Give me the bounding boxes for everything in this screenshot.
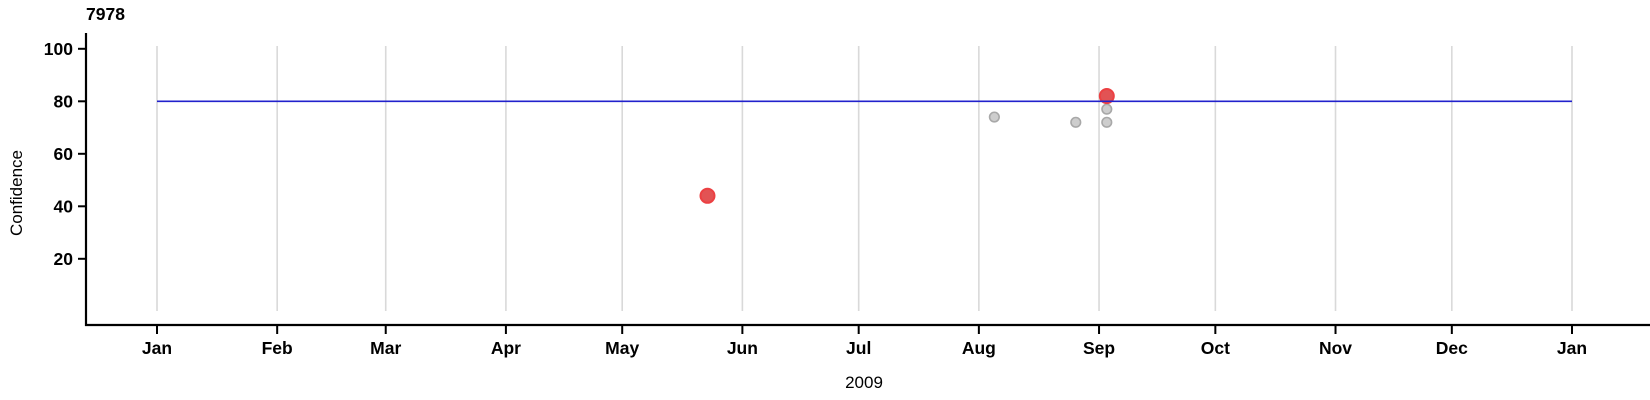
gridline-layer <box>156 46 1573 311</box>
x-tick-label: Nov <box>1319 338 1352 358</box>
x-tick-label: Jan <box>1557 338 1587 358</box>
data-point-highlighted <box>699 187 716 204</box>
data-point-baseline <box>1070 116 1082 128</box>
x-tick-label: Apr <box>491 338 521 358</box>
panel-title: 7978 <box>86 4 125 24</box>
x-axis-title: 2009 <box>845 373 883 392</box>
x-tick-label: Oct <box>1201 338 1230 358</box>
axis-layer: Jan Feb Mar Apr May Jun Jul Aug Sep Oct Nov Dec Jan 2… <box>44 33 1650 358</box>
data-point-baseline <box>1101 116 1113 128</box>
x-tick-label: Dec <box>1436 338 1468 358</box>
x-tick-label: Mar <box>370 338 401 358</box>
y-axis-title: Confidence <box>7 150 26 236</box>
x-tick-label: Jun <box>727 338 758 358</box>
y-tick-label: 40 <box>54 196 74 216</box>
y-tick-label: 60 <box>54 144 74 164</box>
x-tick-label: Jul <box>846 338 871 358</box>
y-tick-label: 100 <box>44 39 73 59</box>
data-point-highlighted <box>1098 88 1115 105</box>
y-tick-label: 20 <box>54 249 74 269</box>
y-tick-label: 80 <box>54 91 74 111</box>
x-tick-label: May <box>605 338 639 358</box>
data-point-baseline <box>988 111 1000 123</box>
data-point-layer <box>699 88 1115 204</box>
x-tick-label: Feb <box>262 338 293 358</box>
data-point-baseline <box>1101 103 1113 115</box>
x-tick-label: Jan <box>142 338 172 358</box>
x-tick-label: Sep <box>1083 338 1115 358</box>
x-tick-label: Aug <box>962 338 996 358</box>
